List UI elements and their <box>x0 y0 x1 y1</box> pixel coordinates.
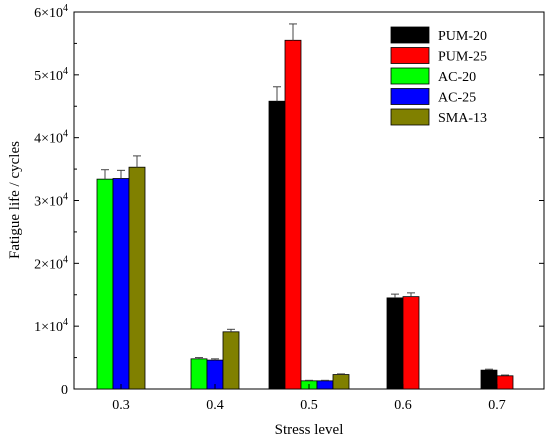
bar-sma-13-0.4 <box>222 331 240 390</box>
legend-swatch-pum-25 <box>390 47 430 64</box>
y-tick-label: 2×104 <box>34 254 68 272</box>
bar-pum-20-0.5 <box>268 100 286 390</box>
legend-swatch-ac-20 <box>390 67 430 85</box>
x-axis: 0.3 0.4 0.5 0.6 0.7 <box>112 384 506 413</box>
y-axis: 0 1×104 2×104 3×104 4×104 5×104 6×104 <box>34 3 544 398</box>
bar-pum-20-0.6 <box>386 297 404 390</box>
y-tick-label: 6×104 <box>34 3 68 21</box>
y-tick-label: 4×104 <box>34 129 68 147</box>
legend-label-ac-25: AC-25 <box>438 91 476 106</box>
x-axis-title: Stress level <box>275 422 344 438</box>
bars-layer <box>96 39 514 390</box>
x-tick-label: 0.7 <box>488 398 506 413</box>
legend-swatch-ac-25 <box>390 88 430 105</box>
y-axis-title: Fatigue life / cycles <box>7 141 23 259</box>
bar-ac-25-0.5 <box>316 380 334 390</box>
y-tick-label: 3×104 <box>34 192 68 210</box>
bar-pum-25-0.6 <box>402 296 420 390</box>
bar-ac-25-0.3 <box>112 178 130 390</box>
bar-sma-13-0.5 <box>332 374 350 390</box>
x-tick-label: 0.4 <box>206 398 224 413</box>
y-tick-label: 5×104 <box>34 66 68 84</box>
bar-pum-20-0.7 <box>480 369 498 390</box>
legend-swatch-pum-20 <box>390 26 430 44</box>
y-tick-label: 1×104 <box>34 317 68 335</box>
legend-swatch-sma-13 <box>390 108 430 126</box>
legend-label-pum-25: PUM-25 <box>438 50 487 65</box>
y-tick-label: 0 <box>61 383 68 398</box>
legend-label-pum-20: PUM-20 <box>438 29 487 44</box>
bar-ac-20-0.4 <box>190 358 208 390</box>
legend: PUM-20 PUM-25 AC-20 AC-25 SMA-13 <box>384 19 536 131</box>
x-tick-label: 0.3 <box>112 398 130 413</box>
bar-pum-25-0.7 <box>496 375 514 390</box>
bar-ac-20-0.3 <box>96 178 114 390</box>
legend-label-ac-20: AC-20 <box>438 70 476 85</box>
bar-pum-25-0.5 <box>284 39 302 390</box>
error-bars-layer <box>101 23 509 381</box>
legend-label-sma-13: SMA-13 <box>438 111 487 126</box>
x-tick-label: 0.6 <box>394 398 412 413</box>
bar-sma-13-0.3 <box>128 166 146 390</box>
x-tick-label: 0.5 <box>300 398 318 413</box>
